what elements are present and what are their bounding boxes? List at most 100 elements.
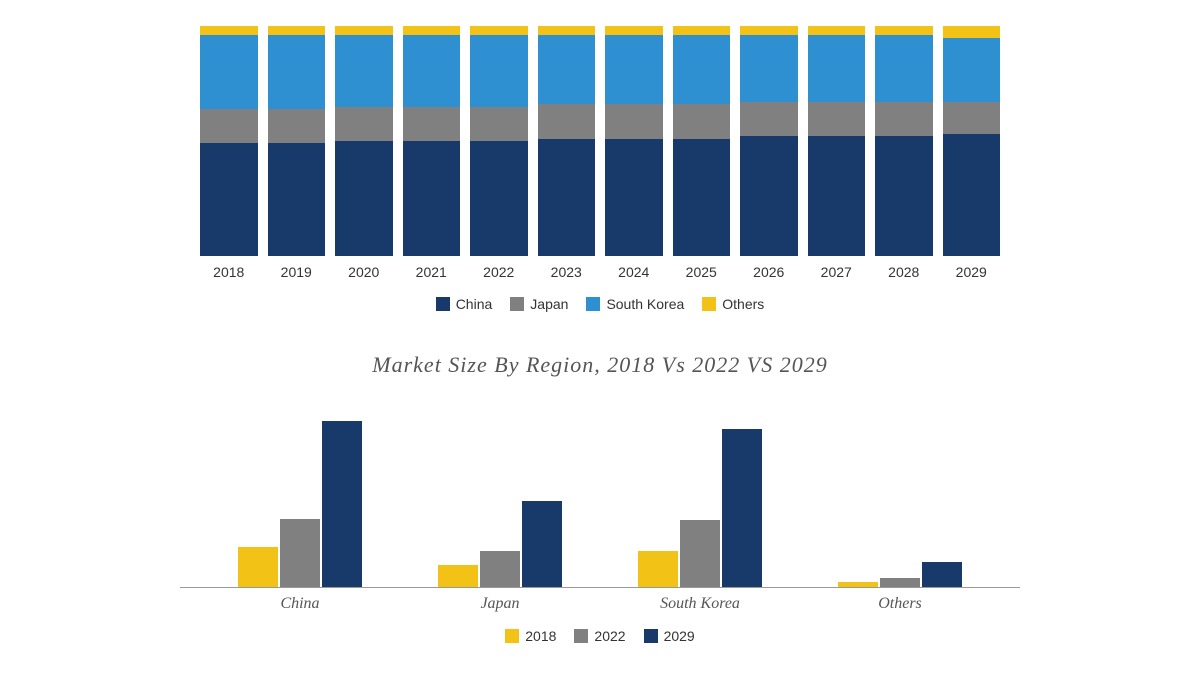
segment-japan (335, 107, 393, 142)
segment-south_korea (268, 35, 326, 109)
legend-label: Japan (530, 296, 568, 312)
x-axis-label: 2024 (618, 264, 649, 280)
grouped-bar-chart: China Japan South Korea Others (180, 408, 1020, 588)
x-axis-label: 2021 (416, 264, 447, 280)
segment-south_korea (673, 35, 731, 104)
segment-south_korea (808, 35, 866, 102)
segment-others (200, 26, 258, 35)
legend-swatch (586, 297, 600, 311)
segment-south_korea (943, 38, 1001, 102)
segment-others (538, 26, 596, 35)
bar-y2022 (680, 520, 720, 587)
x-axis-label: 2026 (753, 264, 784, 280)
segment-china (605, 139, 663, 256)
legend-label: 2022 (594, 628, 625, 644)
bar-y2022 (280, 519, 320, 587)
stack-column: 2019 (268, 26, 326, 280)
legend-item: 2018 (505, 628, 556, 644)
segment-china (335, 141, 393, 256)
stack-column: 2020 (335, 26, 393, 280)
segment-others (335, 26, 393, 35)
segment-others (605, 26, 663, 35)
grouped-chart-legend: 2018 2022 2029 (180, 628, 1020, 644)
group-label: South Korea (660, 595, 740, 613)
segment-china (673, 139, 731, 256)
segment-japan (200, 109, 258, 144)
legend-item: South Korea (586, 296, 684, 312)
segment-china (470, 141, 528, 256)
bar-group: Others (838, 408, 962, 587)
bar-y2018 (638, 551, 678, 587)
segment-south_korea (335, 35, 393, 106)
segment-japan (538, 104, 596, 139)
stack-column: 2023 (538, 26, 596, 280)
segment-japan (470, 107, 528, 142)
segment-south_korea (875, 35, 933, 102)
legend-swatch (436, 297, 450, 311)
stack-column: 2018 (200, 26, 258, 280)
segment-others (268, 26, 326, 35)
x-axis-label: 2027 (821, 264, 852, 280)
bar-y2018 (838, 582, 878, 587)
segment-china (403, 141, 461, 256)
segment-china (875, 136, 933, 256)
legend-label: Others (722, 296, 764, 312)
segment-south_korea (403, 35, 461, 106)
stack-column: 2022 (470, 26, 528, 280)
x-axis-label: 2018 (213, 264, 244, 280)
bar-group: Japan (438, 408, 562, 587)
bar-y2029 (322, 421, 362, 587)
legend-swatch (574, 629, 588, 643)
bar-y2029 (722, 429, 762, 587)
group-label: China (280, 595, 319, 613)
segment-others (808, 26, 866, 35)
segment-south_korea (200, 35, 258, 109)
segment-china (538, 139, 596, 256)
x-axis-label: 2029 (956, 264, 987, 280)
stacked-chart-legend: ChinaJapanSouth KoreaOthers (180, 296, 1020, 312)
segment-south_korea (740, 35, 798, 102)
x-axis-label: 2025 (686, 264, 717, 280)
segment-others (403, 26, 461, 35)
stack-column: 2025 (673, 26, 731, 280)
segment-japan (943, 102, 1001, 134)
bar-group: China (238, 408, 362, 587)
segment-others (943, 26, 1001, 38)
segment-china (808, 136, 866, 256)
segment-japan (605, 104, 663, 139)
segment-others (470, 26, 528, 35)
bar-y2018 (438, 565, 478, 587)
stack-column: 2029 (943, 26, 1001, 280)
legend-swatch (702, 297, 716, 311)
legend-item: 2029 (644, 628, 695, 644)
segment-china (268, 143, 326, 256)
bar-y2029 (522, 501, 562, 587)
segment-japan (673, 104, 731, 139)
segment-china (200, 143, 258, 256)
stack-column: 2024 (605, 26, 663, 280)
stack-column: 2026 (740, 26, 798, 280)
segment-others (875, 26, 933, 35)
chart2-title: Market Size By Region, 2018 Vs 2022 VS 2… (180, 352, 1020, 378)
segment-others (673, 26, 731, 35)
legend-label: 2029 (664, 628, 695, 644)
x-axis-label: 2023 (551, 264, 582, 280)
segment-others (740, 26, 798, 35)
bar-group: South Korea (638, 408, 762, 587)
x-axis-label: 2022 (483, 264, 514, 280)
segment-china (740, 136, 798, 256)
legend-label: 2018 (525, 628, 556, 644)
segment-japan (740, 102, 798, 137)
stack-column: 2021 (403, 26, 461, 280)
bar-y2022 (880, 578, 920, 587)
x-axis-label: 2020 (348, 264, 379, 280)
segment-china (943, 134, 1001, 256)
segment-japan (875, 102, 933, 137)
x-axis-label: 2028 (888, 264, 919, 280)
segment-japan (403, 107, 461, 142)
bar-y2022 (480, 551, 520, 587)
group-label: Japan (480, 595, 519, 613)
stack-column: 2028 (875, 26, 933, 280)
x-axis-label: 2019 (281, 264, 312, 280)
segment-south_korea (605, 35, 663, 104)
